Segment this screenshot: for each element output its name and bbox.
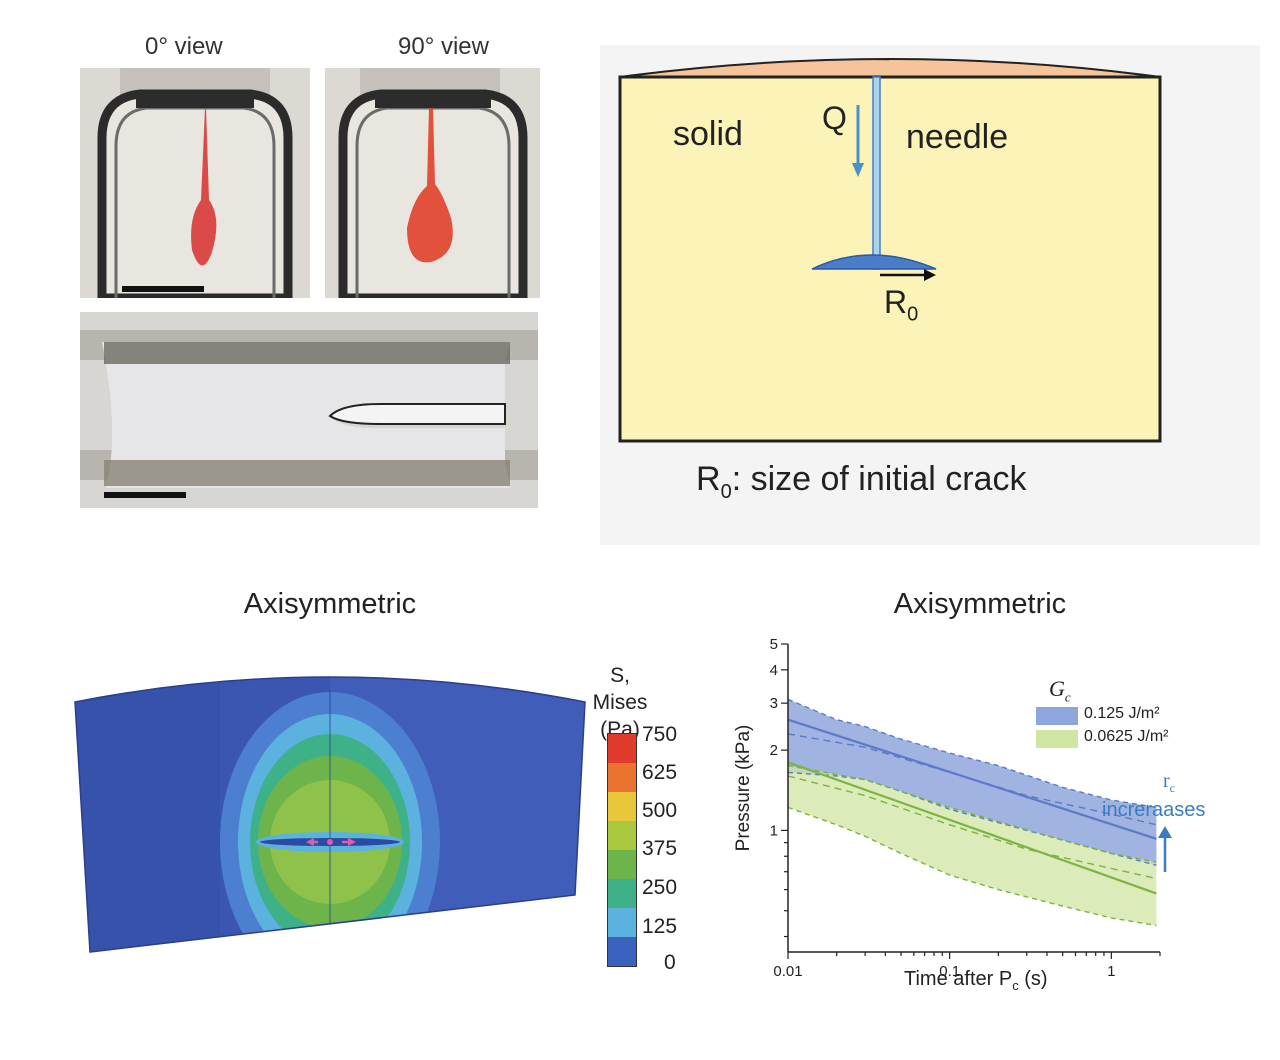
legend-title-symbol: G [1049, 676, 1065, 701]
series-1-fit-line [787, 718, 1157, 840]
view-0-label: 0° view [145, 33, 223, 60]
radius-subscript: 0 [907, 303, 919, 326]
legend-swatch [608, 879, 636, 908]
radius-label: R0 [884, 284, 918, 326]
rc-subscript: c [1169, 781, 1175, 795]
x-tick-label: 0.1 [939, 963, 960, 980]
chart-legend-title: Gc [1049, 676, 1071, 705]
y-tick-label: 5 [770, 636, 778, 653]
fem-legend-value: 125 [642, 915, 678, 938]
series-1-band [788, 699, 1157, 866]
y-tick-label: 3 [770, 695, 778, 712]
rc-annotation-text: increraases [1102, 799, 1206, 821]
fem-legend-value: 0 [664, 951, 676, 974]
vial-photo-0-view [80, 68, 310, 298]
series-2-mean-line [787, 775, 1157, 880]
legend-swatch [608, 734, 636, 763]
fem-title: Axisymmetric [243, 588, 417, 620]
schematic-caption: R0: size of initial crack [696, 460, 1026, 504]
caption-text: : size of initial crack [731, 460, 1027, 498]
series-2-fit-line [787, 761, 1157, 895]
rc-annotation-symbol: rc [1163, 770, 1175, 796]
chart-title: Axisymmetric [893, 588, 1067, 620]
caption-symbol: R [696, 460, 721, 498]
fem-stress-contour [74, 676, 586, 953]
caption-subscript: 0 [720, 480, 732, 503]
x-axis-label-subscript: c [1012, 978, 1019, 993]
needle-shape [872, 76, 881, 270]
vial-photo-90-view [325, 68, 540, 298]
fem-legend-value: 750 [642, 723, 678, 746]
solid-cap [619, 58, 1161, 78]
legend-title-subscript: c [1064, 689, 1071, 705]
x-tick-label: 1 [1107, 963, 1115, 980]
series-2-upper-bound [787, 764, 1157, 863]
fem-legend-value: 500 [642, 799, 678, 822]
y-tick-label: 4 [770, 662, 778, 679]
x-axis-label-unit: (s) [1018, 968, 1048, 990]
crack-side-photo [80, 312, 538, 508]
x-axis-label-main: Time after P [904, 968, 1013, 990]
fem-legend-value: 375 [642, 837, 678, 860]
fem-legend-value: 625 [642, 761, 678, 784]
chart-x-axis-label: Time after Pc (s) [904, 968, 1048, 993]
series-2-lower-bound [787, 806, 1157, 927]
pressure-chart: 1 2 3 4 5 0.01 0.1 1 [770, 636, 1161, 980]
fem-legend-title-line1: S, Mises [592, 664, 648, 714]
crack-schematic [618, 58, 1162, 443]
chart-y-axis-label: Pressure (kPa) [733, 724, 754, 852]
legend-swatch-series-2 [1036, 730, 1078, 748]
flow-label: Q [822, 100, 847, 136]
legend-label-series-1: 0.125 J/m² [1084, 705, 1160, 722]
legend-swatch [608, 763, 636, 792]
solid-label: solid [673, 115, 743, 153]
flow-arrowhead [852, 163, 864, 177]
fem-legend-value: 250 [642, 876, 678, 899]
legend-swatch [608, 821, 636, 850]
fem-legend-colorbar [607, 733, 637, 967]
rc-up-arrow [1158, 826, 1172, 872]
y-tick-label: 2 [770, 742, 778, 759]
view-90-label: 90° view [398, 33, 489, 60]
legend-swatch [608, 908, 636, 937]
radius-arrowhead [924, 269, 936, 281]
rc-symbol: r [1163, 770, 1170, 792]
y-tick-label: 1 [770, 822, 778, 839]
needle-label: needle [906, 118, 1009, 156]
legend-swatch [608, 937, 636, 966]
legend-swatch-series-1 [1036, 707, 1078, 725]
radius-symbol: R [884, 284, 908, 320]
legend-swatch [608, 850, 636, 879]
fluid-crack [811, 254, 937, 270]
legend-label-series-2: 0.0625 J/m² [1084, 728, 1169, 745]
legend-swatch [608, 792, 636, 821]
x-tick-label: 0.01 [773, 963, 802, 980]
series-2-band [788, 765, 1157, 926]
